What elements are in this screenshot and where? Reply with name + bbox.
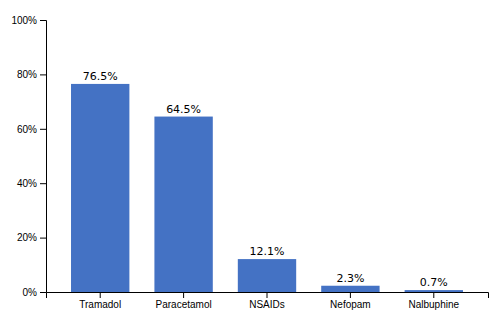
bar xyxy=(154,117,212,292)
x-tick-mark xyxy=(267,292,268,298)
x-axis: Tramadol Paracetamol NSAIDs Nefopam Nalbuphi… xyxy=(47,292,489,310)
y-tick-label: 100% xyxy=(11,15,37,26)
y-tick-mark xyxy=(40,183,46,184)
y-tick-mark xyxy=(40,20,46,21)
y-tick-mark xyxy=(40,238,46,239)
data-label: 2.3% xyxy=(336,272,364,285)
data-label: 76.5% xyxy=(83,70,118,83)
x-tick-mark xyxy=(350,292,351,298)
data-label: 64.5% xyxy=(166,103,201,116)
y-tick: 100% xyxy=(11,15,46,26)
bar xyxy=(321,286,379,292)
x-tick-label: NSAIDs xyxy=(249,299,285,310)
x-axis-line xyxy=(47,293,489,299)
y-tick-label: 80% xyxy=(17,69,37,80)
data-label: 12.1% xyxy=(250,245,285,258)
plot: 0% 20% 40% 60% 80% 100% Tramadol Paracetamol NSA… xyxy=(11,15,488,310)
y-tick-mark xyxy=(40,292,46,293)
x-tick-mark xyxy=(433,292,434,298)
x-tick-mark xyxy=(183,292,184,298)
y-tick: 40% xyxy=(17,178,46,189)
y-tick-mark xyxy=(40,129,46,130)
y-axis-line xyxy=(40,21,47,293)
y-tick-label: 0% xyxy=(23,287,38,298)
y-tick: 20% xyxy=(17,232,46,243)
chart: 0% 20% 40% 60% 80% 100% Tramadol Paracetamol NSA… xyxy=(0,0,500,326)
x-tick-label: Nefopam xyxy=(330,299,371,310)
y-tick: 80% xyxy=(17,69,46,80)
data-labels: 76.5% 64.5% 12.1% 2.3% 0.7% xyxy=(83,70,448,289)
x-tick: Tramadol xyxy=(79,292,121,310)
x-tick-label: Tramadol xyxy=(79,299,121,310)
y-tick-label: 20% xyxy=(17,232,37,243)
x-tick-label: Paracetamol xyxy=(156,299,212,310)
x-tick: Nefopam xyxy=(330,292,371,310)
y-tick-mark xyxy=(40,74,46,75)
y-tick-label: 40% xyxy=(17,178,37,189)
bars xyxy=(71,84,463,292)
y-tick: 60% xyxy=(17,124,46,135)
bar xyxy=(405,290,463,292)
y-tick: 0% xyxy=(23,287,46,298)
x-tick-label: Nalbuphine xyxy=(408,299,459,310)
bar xyxy=(238,259,296,292)
x-tick: Nalbuphine xyxy=(408,292,459,310)
x-tick: Paracetamol xyxy=(156,292,212,310)
bar xyxy=(71,84,129,292)
y-axis: 0% 20% 40% 60% 80% 100% xyxy=(11,15,46,298)
data-label: 0.7% xyxy=(420,276,448,289)
x-tick: NSAIDs xyxy=(249,292,285,310)
y-tick-label: 60% xyxy=(17,124,37,135)
x-tick-mark xyxy=(100,292,101,298)
